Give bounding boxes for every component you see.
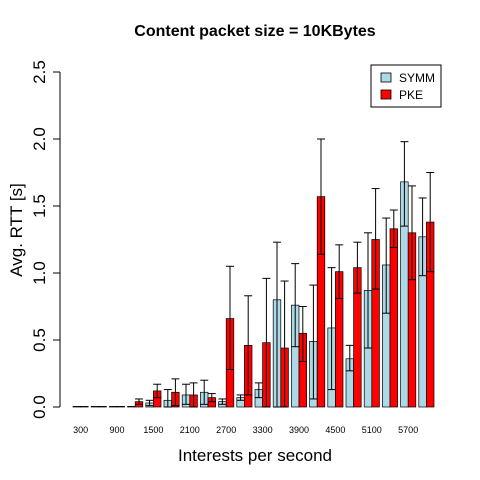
x-tick-label-4500: 4500 [325, 425, 345, 435]
x-tick-label-1500: 1500 [143, 425, 163, 435]
bar-symm-600 [90, 406, 100, 408]
x-tick-label-2100: 2100 [180, 425, 200, 435]
y-tick-label-2.0: 2.0 [30, 127, 49, 151]
bar-symm-1200 [127, 406, 136, 408]
legend: SYMM PKE [370, 64, 442, 108]
x-tick-label-900: 900 [109, 425, 124, 435]
legend-swatch-symm [380, 72, 392, 83]
x-tick-label-3900: 3900 [289, 425, 309, 435]
x-tick-label-2700: 2700 [216, 425, 236, 435]
legend-label-pke: PKE [399, 88, 423, 102]
y-tick-label-0.0: 0.0 [30, 395, 49, 419]
legend-label-symm: SYMM [399, 71, 435, 85]
bar-pke-300 [80, 406, 89, 408]
bar-symm-900 [109, 406, 118, 408]
y-tick-label-1.0: 1.0 [30, 261, 49, 285]
bar-symm-300 [72, 406, 81, 408]
bar-pke-900 [116, 406, 125, 408]
x-tick-label-3300: 3300 [253, 425, 273, 435]
chart-title: Content packet size = 10KBytes [134, 23, 376, 40]
x-tick-label-300: 300 [73, 425, 88, 435]
legend-swatch-pke [380, 89, 392, 100]
y-tick-label-1.5: 1.5 [30, 194, 49, 218]
legend-box [370, 64, 442, 108]
x-axis-ticks: 300 900 1500 2100 2700 3300 3900 4500 5100 5700 [73, 425, 418, 435]
x-tick-label-5100: 5100 [362, 425, 382, 435]
y-axis-ticks: 0.0 0.5 1.0 1.5 2.0 2.5 [30, 60, 60, 419]
bar-pke-600 [98, 406, 107, 408]
bar-pke-5400 [389, 228, 398, 408]
y-tick-label-2.5: 2.5 [30, 60, 49, 84]
plot-area [72, 138, 435, 408]
x-tick-label-5700: 5700 [398, 425, 418, 435]
x-axis-label: Interests per second [178, 446, 332, 465]
y-axis-label: Avg. RTT [s] [7, 183, 26, 277]
y-tick-label-0.5: 0.5 [30, 328, 49, 352]
